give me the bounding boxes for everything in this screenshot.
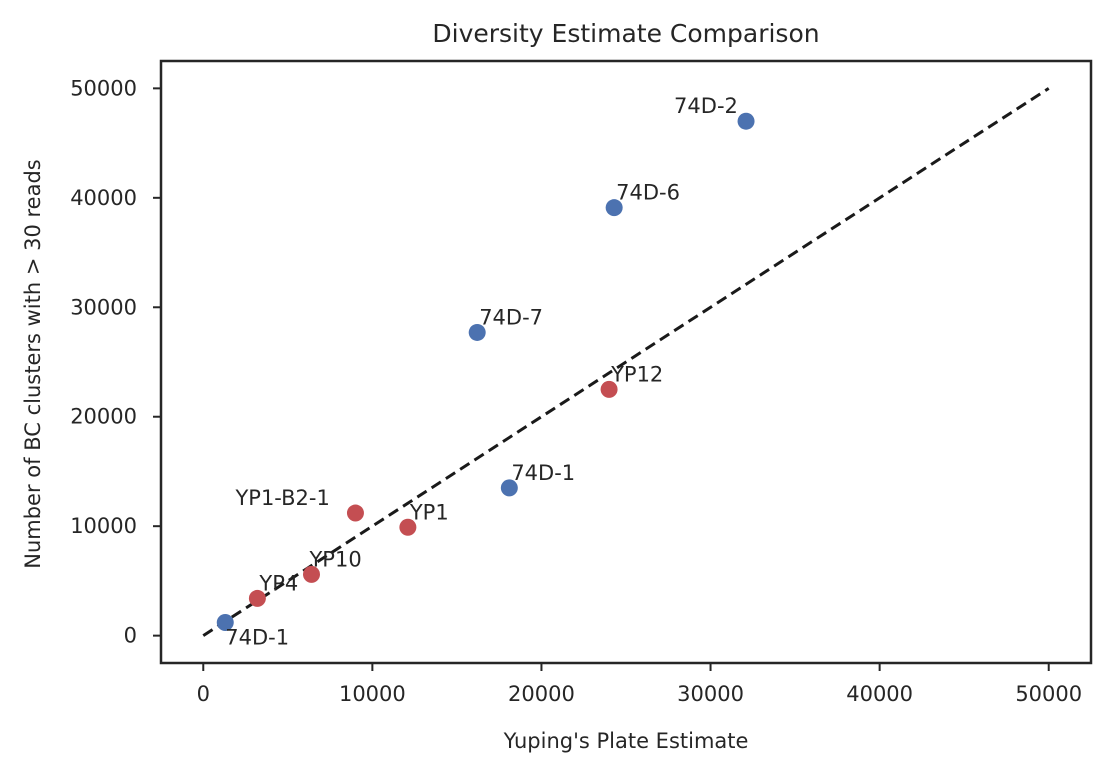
y-tick-label: 20000	[70, 405, 137, 429]
y-tick-label: 30000	[70, 295, 137, 319]
data-point-label: 74D-6	[616, 181, 680, 205]
plot-area: 0 10000 20000 30000 40000 50000 0 10000 20000 300…	[70, 59, 1093, 706]
x-axis-label: Yuping's Plate Estimate	[503, 729, 749, 753]
x-tick-label: 40000	[846, 682, 913, 706]
data-point-label: 74D-1	[511, 461, 575, 485]
data-point	[248, 589, 266, 607]
data-point-label: 74D-2	[674, 94, 738, 118]
data-point-label: 74D-1	[225, 626, 289, 650]
reference-line	[202, 87, 1050, 637]
data-point-label: YP10	[308, 547, 361, 571]
y-axis-label: Number of BC clusters with > 30 reads	[21, 159, 45, 569]
data-point	[399, 518, 417, 536]
data-point	[216, 614, 234, 632]
data-point-label: YP1	[409, 500, 449, 524]
x-tick-label: 0	[197, 682, 210, 706]
x-tick-label: 10000	[339, 682, 406, 706]
data-point	[600, 380, 618, 398]
y-tick-label: 0	[124, 624, 137, 648]
y-tick-label: 50000	[70, 76, 137, 100]
plot-frame	[159, 59, 1093, 665]
x-tick-label: 30000	[677, 682, 744, 706]
data-point	[605, 199, 623, 217]
data-point-label: YP1-B2-1	[234, 486, 329, 510]
y-tick-label: 40000	[70, 186, 137, 210]
x-tick-label: 20000	[508, 682, 575, 706]
data-point	[302, 565, 320, 583]
data-point	[500, 479, 518, 497]
data-point-label: 74D-7	[479, 305, 543, 329]
data-point	[737, 112, 755, 130]
x-tick-label: 50000	[1015, 682, 1082, 706]
y-tick-label: 10000	[70, 514, 137, 538]
data-point-label: YP4	[258, 571, 298, 595]
data-point	[468, 323, 486, 341]
chart-title: Diversity Estimate Comparison	[432, 19, 819, 48]
data-point	[346, 504, 364, 522]
data-point-label: YP12	[610, 362, 663, 386]
